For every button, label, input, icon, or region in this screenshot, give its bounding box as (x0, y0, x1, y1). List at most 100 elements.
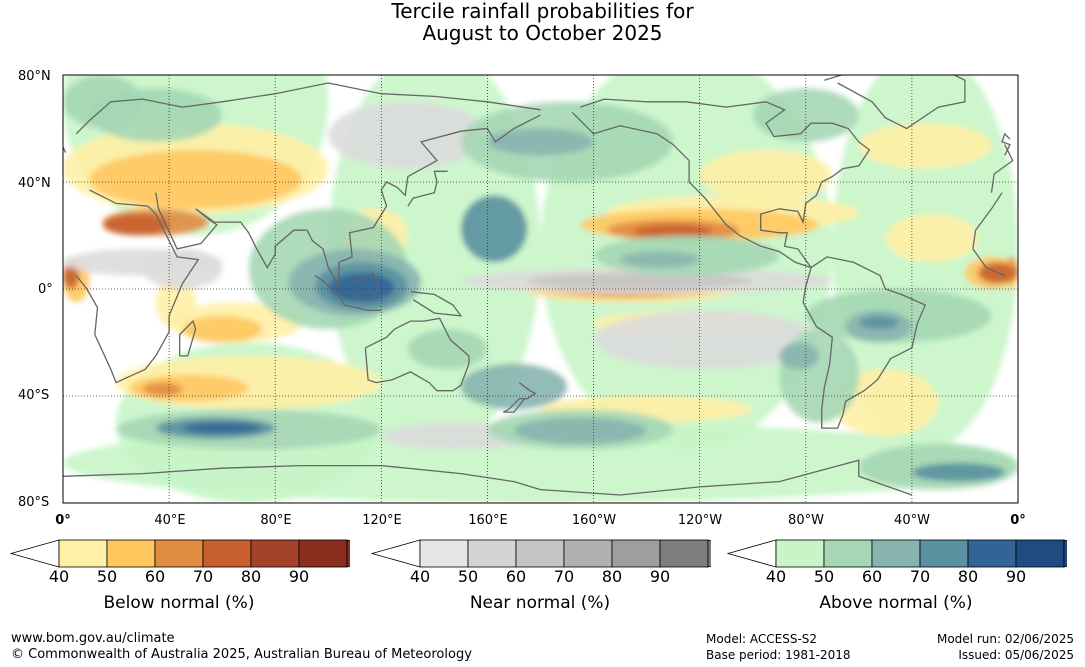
legend-arrow-low (727, 539, 777, 568)
legend-swatch (775, 539, 825, 568)
probability-patch (142, 382, 183, 396)
legend-tick: 40 (409, 567, 431, 586)
lon-label-160e: 160°E (468, 513, 508, 528)
probability-patch (885, 214, 979, 263)
probability-patch (182, 315, 262, 343)
probability-patch (513, 417, 647, 445)
footer-url: www.bom.gov.au/climate (11, 631, 175, 646)
legend-arrow-high (1063, 539, 1067, 568)
coastlines (63, 75, 1014, 496)
legend-tick: 90 (1005, 567, 1027, 586)
legend-swatch (919, 539, 969, 568)
coastline (75, 189, 200, 384)
legend-tick: 60 (861, 567, 883, 586)
probability-patch (633, 224, 713, 239)
coastline (972, 248, 1005, 277)
lon-label-0-east: 0° (1010, 513, 1026, 528)
legend-tick: 90 (288, 567, 310, 586)
footer-copyright: © Commonwealth of Australia 2025, Austra… (11, 647, 472, 662)
coastline (580, 98, 871, 268)
legend-swatch (154, 539, 204, 568)
probability-patch (779, 329, 859, 423)
chart-title-line1: Tercile rainfall probabilities for (391, 0, 694, 23)
coastline (407, 170, 448, 207)
footer-base-period: Base period: 1981-2018 (706, 648, 851, 662)
coastline (179, 319, 197, 357)
lon-label-160w: 160°W (571, 513, 617, 528)
legend-swatch (298, 539, 348, 568)
legend-arrow-high (346, 539, 350, 568)
probability-patch (89, 149, 302, 209)
probability-shading (63, 75, 1018, 503)
probability-patch (527, 272, 753, 289)
probability-patch (832, 75, 1018, 450)
legend-title-above: Above normal (%) (819, 593, 973, 613)
legend-swatch (250, 539, 300, 568)
legend-tick: 70 (192, 567, 214, 586)
legend-title-near: Near normal (%) (469, 593, 611, 613)
rainfall-probability-map (62, 74, 1019, 504)
map-frame (62, 74, 1019, 504)
legend-tick: 60 (505, 567, 527, 586)
coastline (802, 256, 927, 429)
legend-swatch (515, 539, 565, 568)
lon-label-0-west: 0° (55, 513, 71, 528)
probability-patch (460, 195, 528, 263)
probability-patch (779, 342, 820, 370)
legend-arrow-low (10, 539, 60, 568)
coastline (540, 459, 913, 496)
coastline (314, 275, 345, 306)
legend-below-normal (10, 539, 350, 568)
lat-label-80n: 80°N (18, 69, 51, 84)
coastline (824, 75, 966, 130)
probability-patch (460, 363, 568, 410)
legend-arrow-high (707, 539, 711, 568)
legend-tick: 80 (957, 567, 979, 586)
legend-swatch (202, 539, 252, 568)
coastline (1001, 132, 1011, 156)
legend-swatch (106, 539, 156, 568)
coastline (344, 304, 382, 312)
legend-near-normal (371, 539, 711, 568)
lat-label-80s: 80°S (18, 495, 50, 510)
coastline (571, 111, 812, 269)
lat-label-0: 0° (38, 282, 53, 297)
legend-tick: 90 (649, 567, 671, 586)
legend-swatch (967, 539, 1017, 568)
lon-label-40e: 40°E (154, 513, 186, 528)
lat-label-40s: 40°S (18, 388, 50, 403)
probability-patch (487, 128, 594, 156)
legend-above-normal (727, 539, 1067, 568)
footer-issued: Issued: 05/06/2025 (958, 648, 1074, 662)
legend-swatch (611, 539, 661, 568)
legend-swatch (871, 539, 921, 568)
coastline (410, 291, 463, 317)
legend-tick: 60 (144, 567, 166, 586)
probability-patch (328, 101, 488, 169)
probability-patch (858, 315, 899, 330)
coastline (503, 398, 526, 413)
legend-tick: 50 (96, 567, 118, 586)
probability-patch (63, 248, 223, 276)
probability-patch (407, 329, 488, 370)
legend-tick: 80 (240, 567, 262, 586)
footer-model-run: Model run: 02/06/2025 (936, 632, 1074, 646)
coastline (990, 144, 1014, 193)
probability-patch (911, 462, 1005, 482)
coastline (364, 317, 470, 392)
legend-tick: 40 (765, 567, 787, 586)
legend-tick: 50 (457, 567, 479, 586)
legend-swatch (58, 539, 108, 568)
coastline (63, 464, 541, 491)
lat-label-40n: 40°N (18, 176, 51, 191)
lon-label-120w: 120°W (677, 513, 723, 528)
probability-patch (752, 88, 859, 142)
lon-label-80w: 80°W (788, 513, 824, 528)
legend-swatch (1015, 539, 1065, 568)
coastline (155, 114, 541, 289)
probability-patch (699, 149, 833, 201)
coastline (75, 82, 541, 135)
chart-title-line2: August to October 2025 (422, 21, 663, 45)
coastline (972, 192, 1003, 249)
legend-title-below: Below normal (%) (103, 593, 255, 613)
